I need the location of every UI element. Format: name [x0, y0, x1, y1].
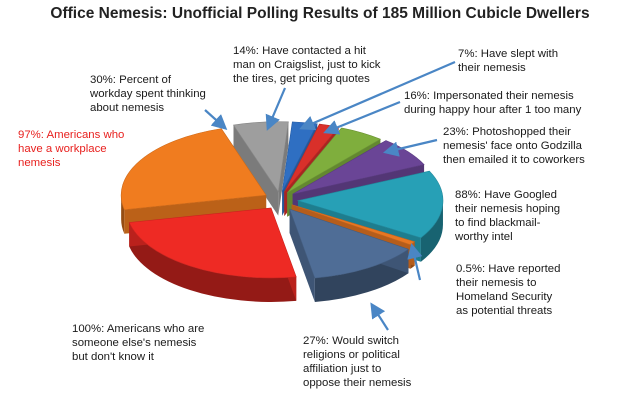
- slice-top-s8: [289, 208, 410, 279]
- label-hit-man: 14%: Have contacted a hit man on Craigsl…: [233, 45, 381, 85]
- slice-wall-s9: [129, 222, 297, 302]
- label-impersonated: 16%: Impersonated their nemesis during h…: [404, 90, 582, 116]
- slice-s8: [289, 208, 410, 303]
- label-workday-thinking: 30%: Percent of workday spent thinking a…: [90, 74, 206, 114]
- label-homeland-security: 0.5%: Have reported their nemesis to Hom…: [456, 263, 561, 317]
- leader-arrow-5: [383, 138, 438, 157]
- slice-top-s9: [128, 207, 297, 279]
- chart-title: Office Nemesis: Unofficial Polling Resul…: [50, 5, 590, 22]
- leader-arrow-4: [323, 100, 401, 135]
- label-someone-elses-nemesis: 100%: Americans who are someone else's n…: [72, 323, 205, 363]
- leader-arrow-2: [265, 87, 287, 131]
- slice-top-s10: [120, 128, 267, 211]
- slice-top-s6: [296, 170, 444, 239]
- slice-top-s4: [286, 127, 382, 194]
- slice-side-s1-1: [278, 121, 289, 216]
- label-switch-religions: 27%: Would switch religions or political…: [303, 335, 412, 389]
- slice-side-s8-1: [289, 209, 315, 303]
- slice-s9: [128, 207, 297, 302]
- slice-wall-s6: [420, 200, 443, 262]
- leader-arrow-1: [204, 109, 228, 131]
- slice-wall-s10: [121, 195, 125, 234]
- label-slept-with: 7%: Have slept with their nemesis: [458, 48, 559, 74]
- leader-arrow-7: [370, 302, 389, 331]
- label-googled: 88%: Have Googled their nemesis hoping t…: [455, 189, 561, 243]
- label-workplace-nemesis: 97%: Americans who have a workplace neme…: [18, 129, 125, 169]
- leader-arrow-3: [299, 60, 456, 131]
- slice-top-s1: [232, 121, 289, 193]
- label-photoshopped: 23%: Photoshopped their nemesis' face on…: [443, 126, 585, 166]
- slice-side-s1-0: [233, 125, 279, 216]
- leader-arrow-6: [407, 243, 423, 281]
- slice-s1: [232, 121, 289, 216]
